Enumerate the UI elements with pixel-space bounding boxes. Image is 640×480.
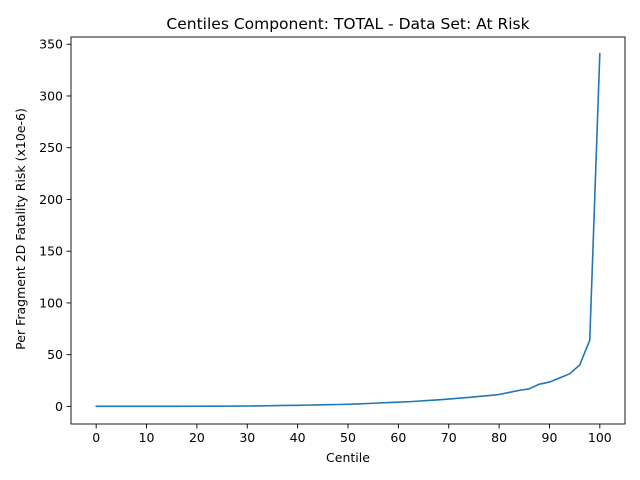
x-tick-label: 50 [340,430,356,445]
y-tick-label: 350 [39,37,63,52]
x-tick-label: 90 [542,430,558,445]
y-tick-label: 0 [55,399,63,414]
y-tick-label: 200 [39,192,63,207]
x-tick-label: 20 [189,430,205,445]
x-tick-label: 0 [92,430,100,445]
x-axis-label: Centile [326,450,370,465]
plot-area: 0 10 20 30 40 50 60 70 80 90 100 0 50 100 150 200 250 300… [39,36,626,445]
y-tick-label: 50 [47,347,63,362]
x-tick-label: 30 [239,430,255,445]
x-tick-label: 100 [588,430,612,445]
y-tick-label: 150 [39,244,63,259]
y-tick-label: 100 [39,295,63,310]
axes-frame [70,36,626,425]
x-tick-label: 80 [491,430,507,445]
x-tick-label: 70 [441,430,457,445]
series-line-0 [95,52,601,408]
x-tick-label: 40 [290,430,306,445]
y-tick-label: 250 [39,140,63,155]
x-tick-label: 10 [139,430,155,445]
chart-title: Centiles Component: TOTAL - Data Set: At… [166,15,529,33]
y-axis-label: Per Fragment 2D Fatality Risk (x10e-6) [13,108,28,350]
x-tick-label: 60 [390,430,406,445]
y-tick-label: 300 [39,88,63,103]
